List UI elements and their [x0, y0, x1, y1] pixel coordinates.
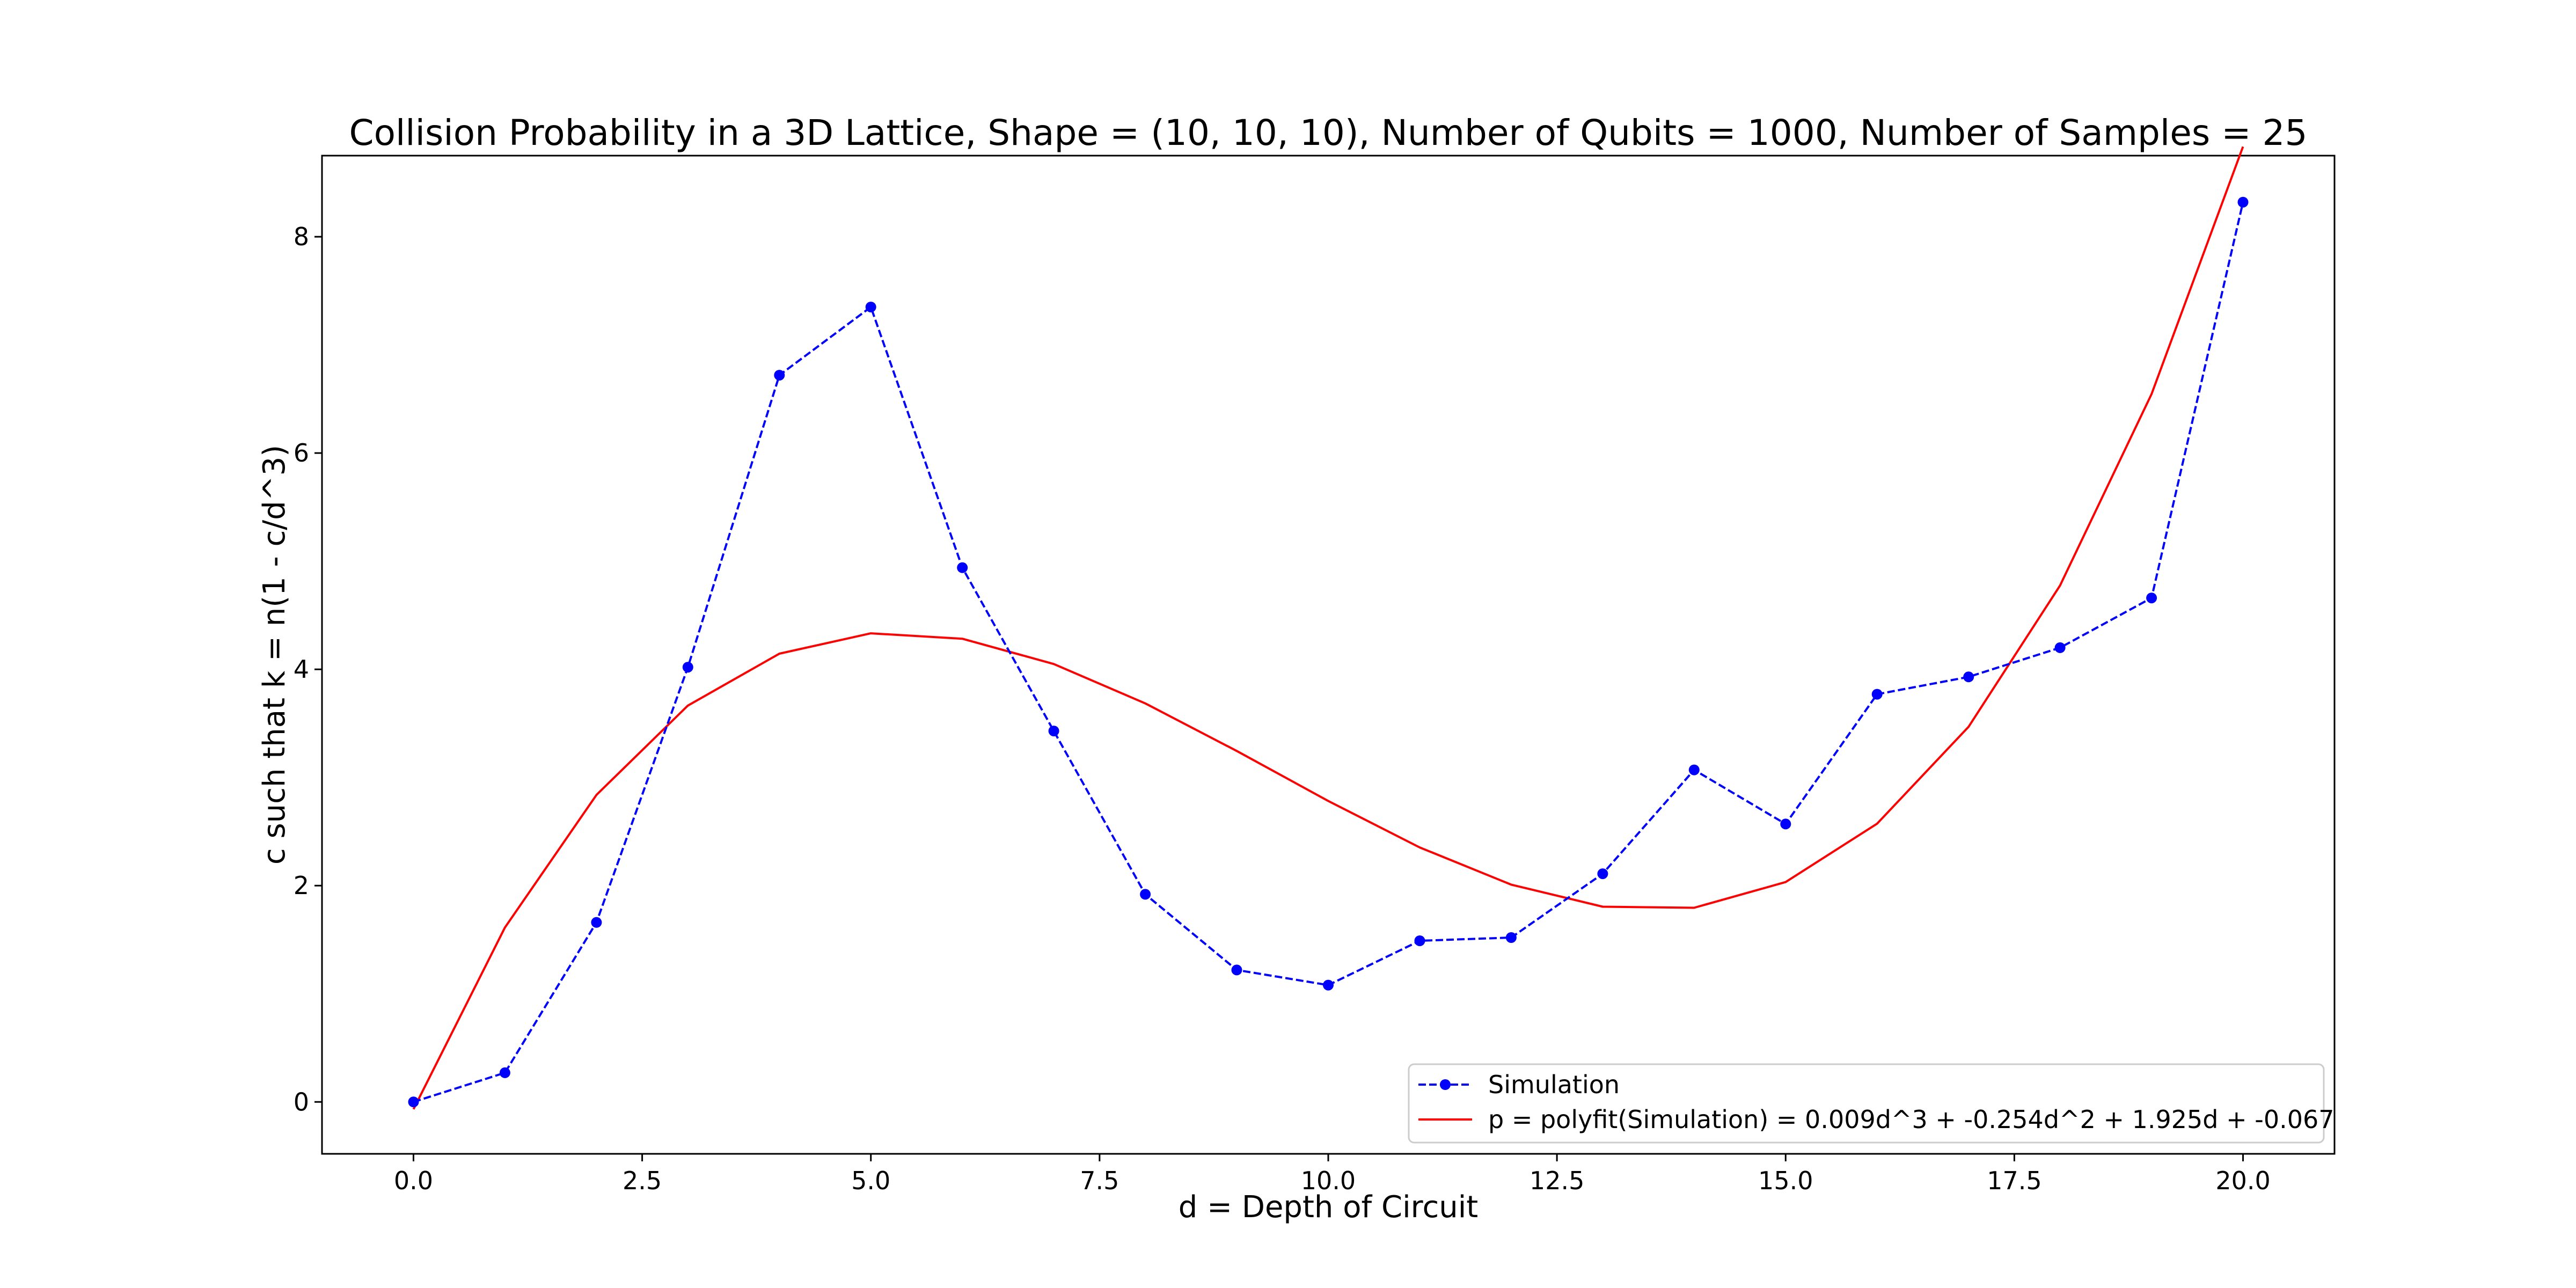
simulation-data-point: [774, 370, 785, 381]
simulation-data-point: [2237, 196, 2249, 208]
legend: Simulation p = polyfit(Simulation) = 0.0…: [1408, 1063, 2334, 1144]
simulation-data-point: [1140, 889, 1151, 900]
series-layer: [408, 146, 2249, 1110]
legend-polyfit-label: p = polyfit(Simulation) = 0.009d^3 + -0.…: [1488, 1105, 2334, 1134]
x-tick-label: 10.0: [1301, 1166, 1356, 1195]
x-axis-ticks: 0.0 2.5 5.0 7.5 10.0 12.5 15.0 17.5 20.0: [394, 1154, 2271, 1195]
simulation-data-point: [1414, 935, 1425, 946]
simulation-data-point: [499, 1067, 510, 1078]
simulation-data-point: [1871, 689, 1883, 700]
simulation-data-point: [1505, 932, 1517, 943]
simulation-data-point: [1780, 818, 1791, 830]
simulation-data-point: [865, 302, 876, 313]
plot-area: 0.0 2.5 5.0 7.5 10.0 12.5 15.0 17.5 20.0 0 2 4 6 8: [294, 146, 2336, 1195]
simulation-data-point: [957, 562, 968, 573]
legend-box: [1408, 1063, 2325, 1144]
simulation-data-point: [1231, 964, 1242, 976]
x-tick-label: 15.0: [1758, 1166, 1813, 1195]
simulation-data-point: [2146, 592, 2157, 604]
y-tick-label: 0: [294, 1087, 309, 1116]
legend-simulation-marker-icon: [1440, 1079, 1451, 1090]
y-axis-label: c such that k = n(1 - c/d^3): [257, 445, 292, 865]
x-tick-label: 17.5: [1987, 1166, 2041, 1195]
x-tick-label: 0.0: [394, 1166, 433, 1195]
simulation-data-point: [1688, 764, 1700, 775]
x-tick-label: 7.5: [1080, 1166, 1119, 1195]
legend-simulation-label: Simulation: [1488, 1070, 1620, 1099]
simulation-data-point: [682, 662, 693, 673]
y-axis-ticks: 0 2 4 6 8: [294, 222, 322, 1116]
y-tick-label: 8: [294, 222, 309, 251]
simulation-data-point: [1048, 726, 1059, 737]
simulation-data-point: [2054, 642, 2066, 653]
x-tick-label: 12.5: [1529, 1166, 1584, 1195]
x-tick-label: 2.5: [623, 1166, 662, 1195]
x-tick-label: 20.0: [2215, 1166, 2270, 1195]
simulation-data-point: [1597, 868, 1608, 880]
simulation-data-point: [1323, 979, 1334, 991]
simulation-data-point: [408, 1096, 419, 1108]
y-tick-label: 2: [294, 871, 309, 900]
simulation-data-point: [591, 917, 602, 928]
polyfit-series-line: [412, 146, 2244, 1110]
x-axis-label: d = Depth of Circuit: [1179, 1190, 1478, 1225]
simulation-data-point: [1963, 671, 1974, 683]
x-tick-label: 5.0: [851, 1166, 890, 1195]
y-tick-label: 6: [294, 438, 309, 467]
y-tick-label: 4: [294, 655, 309, 684]
chart-title: Collision Probability in a 3D Lattice, S…: [349, 112, 2308, 153]
